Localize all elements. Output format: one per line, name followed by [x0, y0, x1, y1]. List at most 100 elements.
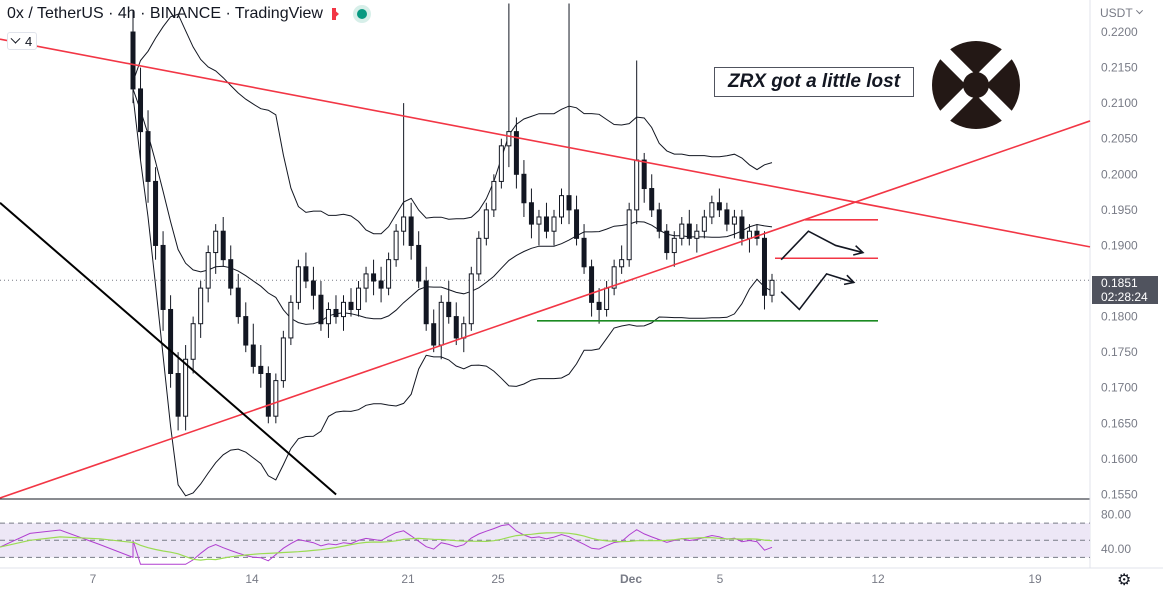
arrow-head: [843, 274, 856, 286]
currency-label: USDT: [1100, 6, 1133, 20]
candle-body: [205, 252, 211, 289]
candle-body: [416, 244, 422, 282]
candle-body: [701, 216, 707, 232]
gear-icon[interactable]: ⚙: [1117, 572, 1132, 589]
candle-body: [596, 301, 602, 310]
price-tick-label: 0.2050: [1101, 132, 1138, 146]
candle-body: [243, 316, 249, 346]
trendline: [0, 38, 1091, 248]
candle-body: [476, 237, 482, 275]
candle-body: [551, 216, 557, 232]
candle-body: [348, 301, 354, 310]
projection-arrow: [780, 230, 864, 261]
candle-body: [664, 230, 670, 254]
candle-body: [694, 230, 700, 239]
candle-body: [378, 280, 384, 289]
candle-body: [325, 308, 331, 325]
indicator-count: 4: [25, 33, 33, 49]
candle-body: [183, 358, 189, 417]
rsi-line: [0, 523, 773, 565]
time-tick-label: 25: [491, 572, 505, 586]
zrx-logo: [932, 41, 1020, 129]
flag-icon[interactable]: [331, 8, 339, 20]
candle-body: [769, 279, 775, 296]
price-tick-label: 0.1550: [1101, 487, 1138, 501]
candle-body: [686, 223, 692, 239]
candle-body: [295, 266, 301, 303]
candle-body: [566, 195, 572, 211]
indicators-collapse-button[interactable]: 4: [7, 32, 38, 50]
time-tick-label: 19: [1028, 572, 1042, 586]
candle-body: [356, 287, 362, 310]
candle-body: [235, 287, 241, 318]
candle-body: [160, 244, 166, 310]
time-tick-label: 14: [245, 572, 259, 586]
time-tick-label: Dec: [620, 572, 642, 586]
candle-body: [461, 323, 467, 339]
last-price: 0.1851: [1101, 276, 1138, 290]
candle-body: [453, 316, 459, 339]
candle-body: [581, 237, 587, 268]
price-tick-label: 0.2200: [1101, 25, 1138, 39]
candle-body: [438, 301, 444, 346]
time-tick-label: 7: [90, 572, 97, 586]
candle-body: [130, 31, 136, 90]
candle-body: [671, 237, 677, 254]
candle-body: [280, 337, 286, 382]
symbol-title[interactable]: 0x / TetherUS · 4h · BINANCE · TradingVi…: [7, 5, 323, 22]
candle-body: [288, 301, 294, 339]
candle-body: [543, 216, 549, 232]
trendline: [0, 202, 337, 496]
candle-body: [363, 273, 369, 289]
candle-body: [310, 280, 316, 296]
candle-body: [604, 287, 610, 310]
trendline: [0, 120, 1091, 499]
logo-center: [963, 72, 989, 98]
currency-selector[interactable]: USDT: [1100, 6, 1143, 20]
candle-body: [731, 216, 737, 225]
bollinger-lower-line: [132, 95, 773, 497]
market-open-icon: [356, 9, 367, 19]
candle-body: [145, 131, 151, 182]
price-tick-label: 0.1950: [1101, 203, 1138, 217]
candle-body: [175, 373, 181, 417]
time-tick-label: 5: [717, 572, 724, 586]
candle-body: [220, 230, 226, 261]
candle-body: [521, 173, 527, 204]
candle-body: [589, 266, 595, 303]
candle-body: [401, 216, 407, 232]
candle-body: [333, 308, 339, 318]
candle-body: [761, 237, 767, 296]
candle-body: [250, 344, 256, 367]
candle-body: [536, 216, 542, 225]
candle-body: [228, 259, 234, 289]
candle-body: [483, 209, 489, 239]
candle-body: [258, 365, 264, 374]
candle-body: [649, 188, 655, 211]
chevron-down-icon: [10, 33, 21, 44]
candle-body: [431, 323, 437, 346]
price-tick-label: 0.1600: [1101, 452, 1138, 466]
candle-body: [506, 131, 512, 147]
text-annotation[interactable]: ZRX got a little lost: [714, 67, 914, 97]
candle-body: [611, 266, 617, 289]
candle-body: [265, 373, 271, 417]
candle-body: [679, 223, 685, 239]
candle-body: [393, 230, 399, 261]
candle-body: [724, 209, 730, 225]
candle-body: [468, 273, 474, 325]
candle-body: [746, 230, 752, 239]
candle-body: [273, 380, 279, 417]
price-tick-label: 0.1650: [1101, 416, 1138, 430]
rsi-ma-line: [0, 532, 773, 561]
candle-body: [386, 259, 392, 289]
candle-body: [559, 195, 565, 218]
candle-body: [190, 323, 196, 360]
candle-body: [371, 273, 377, 282]
price-tick-label: 0.1750: [1101, 345, 1138, 359]
time-tick-label: 21: [401, 572, 415, 586]
price-tick-label: 0.1900: [1101, 238, 1138, 252]
candle-body: [318, 294, 324, 325]
last-price-tag: 0.1851 02:28:24: [1092, 276, 1158, 304]
